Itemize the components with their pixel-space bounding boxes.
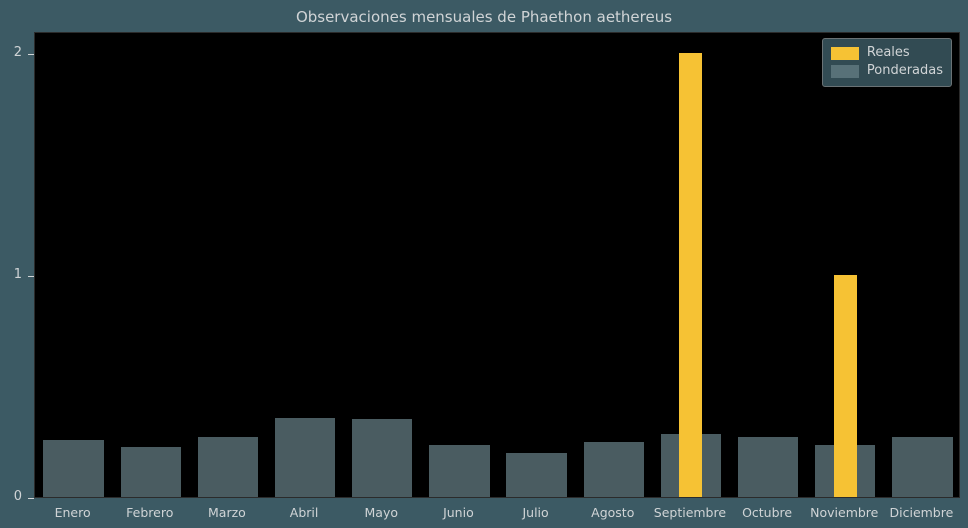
x-tick-label: Diciembre bbox=[890, 505, 954, 520]
x-tick-label: Octubre bbox=[742, 505, 792, 520]
figure: Observaciones mensuales de Phaethon aeth… bbox=[0, 0, 968, 528]
x-tick-label: Noviembre bbox=[810, 505, 878, 520]
x-tick-label: Mayo bbox=[365, 505, 399, 520]
x-tick-label: Marzo bbox=[208, 505, 246, 520]
bar-ponderadas bbox=[198, 437, 258, 497]
bar-ponderadas bbox=[275, 418, 335, 497]
bar-ponderadas bbox=[506, 453, 566, 497]
x-tick-label: Junio bbox=[443, 505, 474, 520]
x-tick-label: Febrero bbox=[126, 505, 173, 520]
bar-ponderadas bbox=[892, 437, 952, 497]
legend-item: Ponderadas bbox=[831, 62, 943, 80]
y-tick-label: 1 bbox=[0, 267, 22, 282]
x-tick-label: Julio bbox=[522, 505, 548, 520]
bar-ponderadas bbox=[43, 440, 103, 497]
bar-ponderadas bbox=[584, 442, 644, 497]
x-tick-label: Agosto bbox=[591, 505, 634, 520]
legend-swatch bbox=[831, 47, 859, 60]
bar-ponderadas bbox=[738, 437, 798, 497]
bar-ponderadas bbox=[429, 445, 489, 497]
bar-reales bbox=[679, 53, 702, 497]
legend: RealesPonderadas bbox=[822, 38, 952, 87]
plot-area bbox=[34, 32, 960, 498]
y-tick-mark bbox=[28, 54, 34, 55]
x-tick-label: Abril bbox=[290, 505, 319, 520]
legend-label: Reales bbox=[867, 44, 910, 62]
bar-ponderadas bbox=[121, 447, 181, 497]
chart-title: Observaciones mensuales de Phaethon aeth… bbox=[0, 8, 968, 26]
legend-swatch bbox=[831, 65, 859, 78]
bar-ponderadas bbox=[352, 419, 412, 497]
y-tick-label: 2 bbox=[0, 45, 22, 60]
y-tick-label: 0 bbox=[0, 489, 22, 504]
x-tick-label: Enero bbox=[55, 505, 91, 520]
bar-reales bbox=[834, 275, 857, 497]
y-tick-mark bbox=[28, 276, 34, 277]
legend-item: Reales bbox=[831, 44, 943, 62]
legend-label: Ponderadas bbox=[867, 62, 943, 80]
x-tick-label: Septiembre bbox=[654, 505, 726, 520]
y-tick-mark bbox=[28, 498, 34, 499]
